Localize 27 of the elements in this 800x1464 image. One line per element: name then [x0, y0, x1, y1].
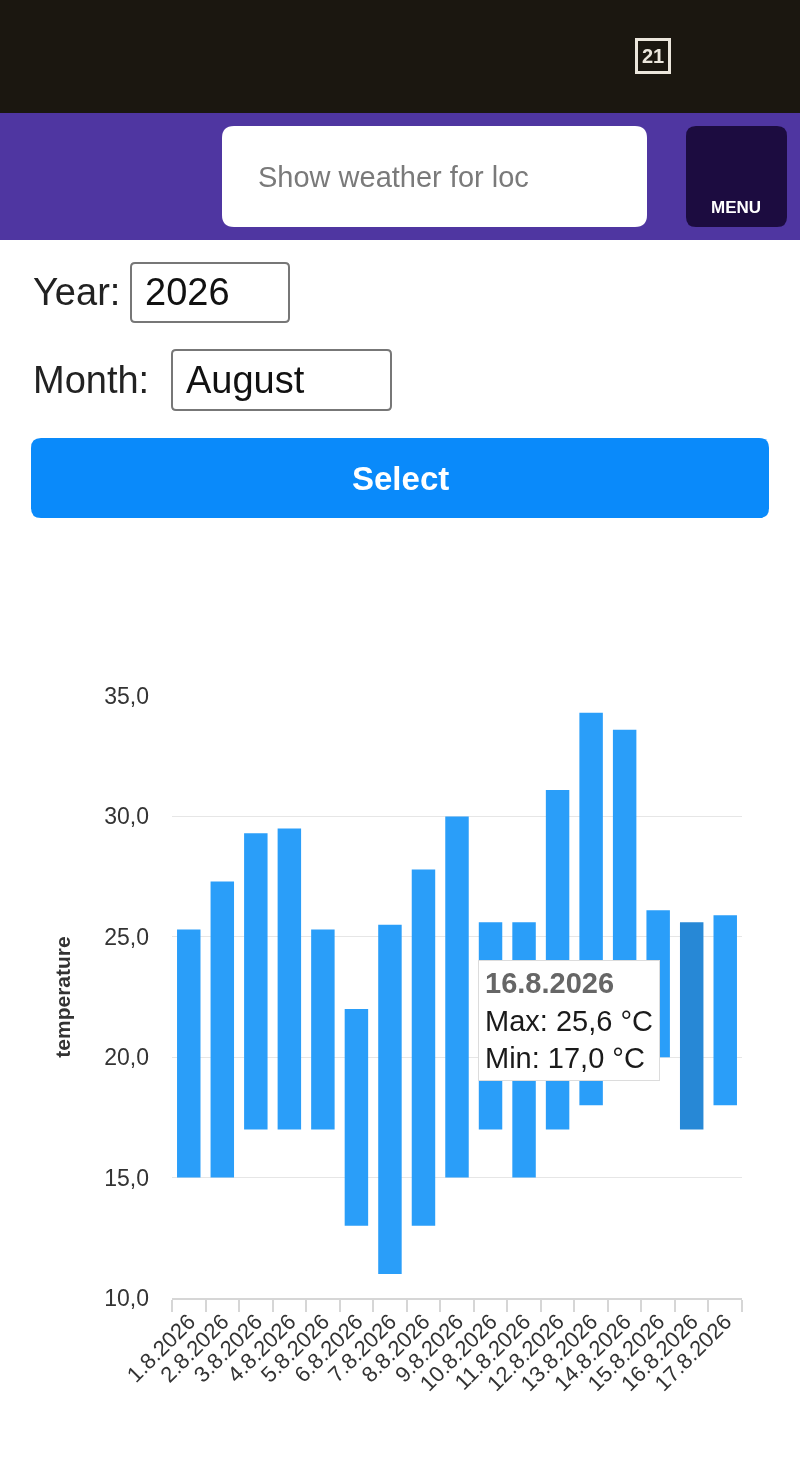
text: Show weather for loc	[258, 161, 529, 193]
bar	[411, 869, 436, 1226]
y-tick-label: 25,0	[104, 923, 149, 950]
bar	[445, 816, 469, 1178]
bar	[344, 1009, 369, 1226]
bar	[210, 881, 235, 1178]
bar	[378, 924, 402, 1274]
text: 2026	[145, 271, 230, 313]
text: Month:	[33, 359, 150, 401]
y-axis-title: temperature	[51, 936, 75, 1058]
bar	[244, 833, 268, 1130]
text: MENU	[711, 198, 762, 217]
bar	[679, 922, 704, 1130]
y-tick-label: 15,0	[104, 1164, 149, 1191]
bar	[177, 929, 201, 1178]
annotation: 16.8.2026 Max: 25,6 °C Min: 17,0 °C	[485, 967, 653, 1075]
text: 21	[642, 45, 665, 67]
y-tick-label: 35,0	[104, 683, 149, 710]
text: Select	[352, 460, 450, 497]
y-tick-label: 10,0	[104, 1285, 149, 1312]
bar	[277, 828, 302, 1130]
y-tick-label: 20,0	[104, 1044, 149, 1071]
bar	[713, 915, 737, 1106]
y-tick-label: 30,0	[104, 803, 149, 830]
text: Year:	[33, 271, 121, 313]
text: August	[186, 359, 305, 401]
bar	[311, 929, 335, 1130]
